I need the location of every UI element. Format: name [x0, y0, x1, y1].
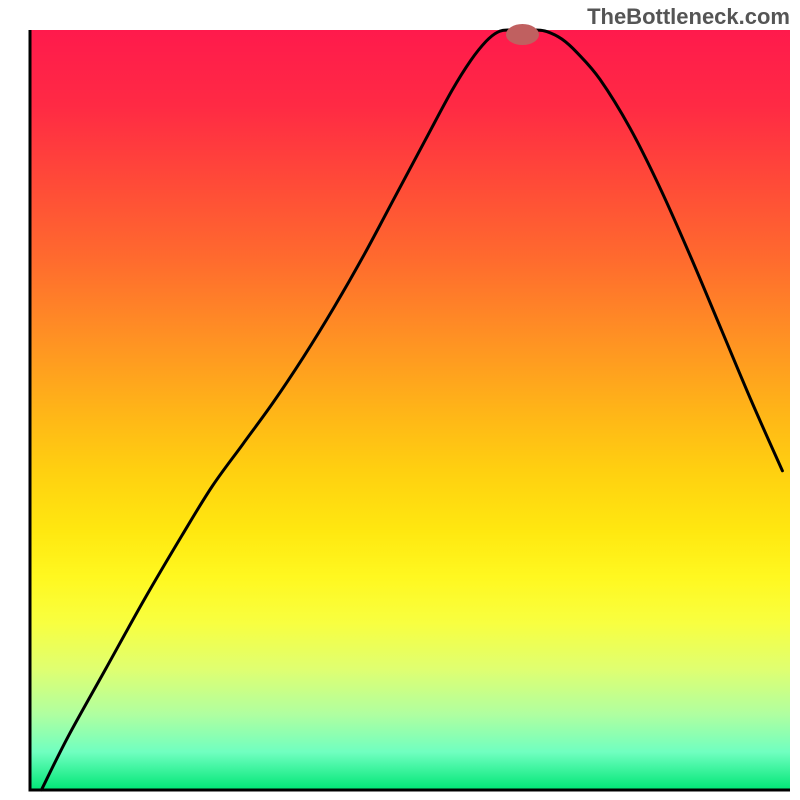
- optimal-marker: [506, 25, 538, 45]
- watermark-text: TheBottleneck.com: [587, 4, 790, 30]
- chart-svg: [0, 0, 800, 800]
- plot-background: [30, 30, 790, 790]
- chart-container: TheBottleneck.com: [0, 0, 800, 800]
